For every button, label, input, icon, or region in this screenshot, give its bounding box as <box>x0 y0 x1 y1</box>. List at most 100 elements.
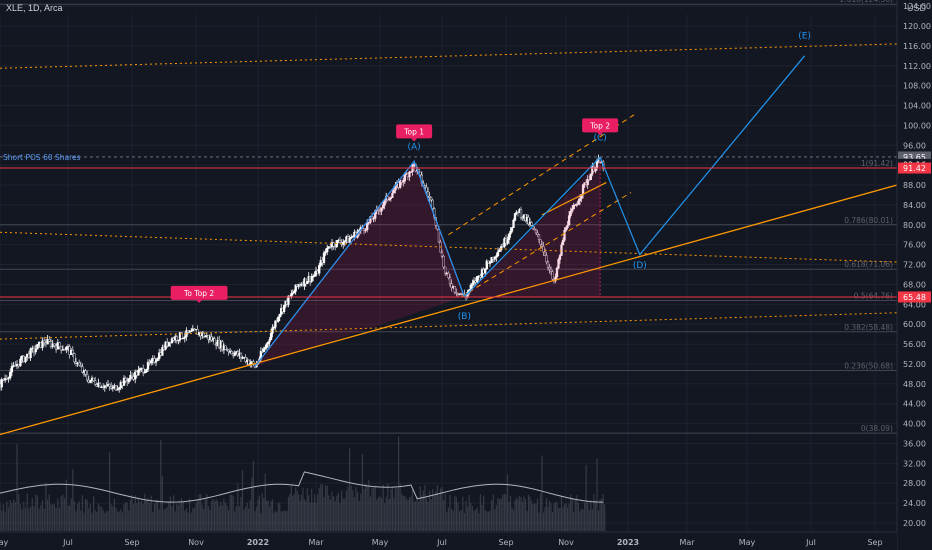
volume-bar <box>57 498 59 531</box>
lower-trendline[interactable] <box>0 312 898 340</box>
volume-bar <box>75 511 77 531</box>
volume-bar <box>344 498 346 531</box>
candle-body <box>319 260 322 266</box>
candle-body <box>536 232 539 235</box>
volume-bar <box>544 507 546 531</box>
volume-bar <box>393 497 395 531</box>
volume-bar <box>128 510 130 531</box>
price-label: 91.42 <box>903 164 926 173</box>
volume-bar <box>96 512 98 531</box>
candle-body <box>9 371 12 378</box>
volume-bar <box>396 488 398 531</box>
volume-bar <box>553 503 555 531</box>
candle-body <box>230 351 233 354</box>
top1-badge[interactable]: Top 1 <box>396 124 433 142</box>
volume-bar <box>134 495 136 531</box>
volume-bar <box>331 491 333 531</box>
volume-bar <box>81 495 83 531</box>
volume-bar <box>192 507 194 531</box>
candle-body <box>326 247 329 253</box>
volume-bar <box>512 510 515 531</box>
to-top2-badge[interactable]: To Top 2 <box>170 285 228 303</box>
elliott-wave-path[interactable] <box>254 55 806 367</box>
drawings[interactable]: (A) (B) (C) (D) (E) Short POS 60 Shares Top 1 T… <box>0 31 898 436</box>
volume-bar <box>559 507 561 531</box>
volume-bar <box>470 502 472 531</box>
volume-bar <box>112 506 114 531</box>
volume-bar <box>604 504 606 531</box>
candle-body <box>143 371 146 374</box>
candle-body <box>342 241 345 245</box>
volume-bar <box>292 496 294 531</box>
candle-body <box>490 257 493 263</box>
volume-bar <box>421 495 423 531</box>
candle-body <box>551 271 554 280</box>
price-tick-label: 48.00 <box>903 380 926 389</box>
volume-bar <box>169 496 171 531</box>
volume-bar <box>380 498 383 531</box>
channel-upper-line[interactable] <box>448 112 638 236</box>
volume-bar <box>376 499 378 531</box>
volume-bar <box>541 455 543 531</box>
channel-lower-line[interactable] <box>460 192 632 298</box>
volume-bar <box>388 498 390 531</box>
candle-body <box>310 276 313 282</box>
price-label-bg <box>898 291 931 303</box>
candle-body <box>239 352 243 358</box>
volume-bar <box>195 503 197 531</box>
price-axis[interactable]: 20.00 24.00 28.00 32.00 36.00 40.00 44.00 48.00… <box>896 0 932 550</box>
volume-bar <box>577 502 579 531</box>
top2-badge-text: Top 2 <box>589 121 610 130</box>
volume-bar <box>26 493 28 531</box>
candle-body <box>134 371 137 380</box>
candle-body <box>74 361 78 364</box>
upper-trendline[interactable] <box>0 43 898 69</box>
candle-body <box>98 382 102 388</box>
volume-bar <box>576 494 578 531</box>
candle-body <box>381 204 385 209</box>
volume-bar <box>557 508 560 531</box>
volume-bar <box>518 496 521 531</box>
volume-bar <box>196 500 199 531</box>
channel-mid-line[interactable] <box>541 182 607 216</box>
time-tick-label: Nov <box>558 538 574 547</box>
volume-bar <box>7 507 10 531</box>
pattern-fill-2 <box>464 161 601 297</box>
volume-bar <box>487 511 489 531</box>
candle-body <box>566 225 569 228</box>
volume-bar <box>276 511 278 531</box>
volume-bar <box>391 486 393 531</box>
volume-bar <box>584 502 586 531</box>
volume-bar <box>80 510 82 531</box>
volume-bar <box>266 500 268 531</box>
candle-body <box>388 198 391 201</box>
candle-body <box>377 209 380 211</box>
candle-body <box>94 380 97 385</box>
volume-bar <box>350 485 352 531</box>
candle-body <box>519 209 523 218</box>
candle-body <box>542 246 545 253</box>
support-trendline[interactable] <box>0 184 898 436</box>
candle-body <box>389 197 393 199</box>
volume-bar <box>284 510 287 531</box>
candle-body <box>108 384 111 387</box>
price-tick-label: 104.00 <box>903 102 931 111</box>
volume-bar <box>86 499 88 531</box>
candle-body <box>506 239 509 244</box>
candle-body <box>29 348 32 359</box>
candle-body <box>202 332 205 338</box>
candle-body <box>183 336 186 339</box>
volume-bar <box>176 503 178 531</box>
volume-bar <box>251 477 253 531</box>
volume-bar <box>115 507 117 531</box>
volume-bar <box>299 500 301 531</box>
volume-bar <box>270 501 272 531</box>
top2-badge[interactable]: Top 2 <box>582 118 619 136</box>
grid <box>0 5 897 532</box>
price-tick-label: 20.00 <box>903 519 926 528</box>
time-axis[interactable]: May Jul Sep Nov 2022 Mar May Jul Sep Nov 2023 Mar Ma… <box>0 531 897 550</box>
candle-body <box>167 341 170 347</box>
volume-bar <box>425 498 428 531</box>
price-tick-label: 60.00 <box>903 320 926 329</box>
